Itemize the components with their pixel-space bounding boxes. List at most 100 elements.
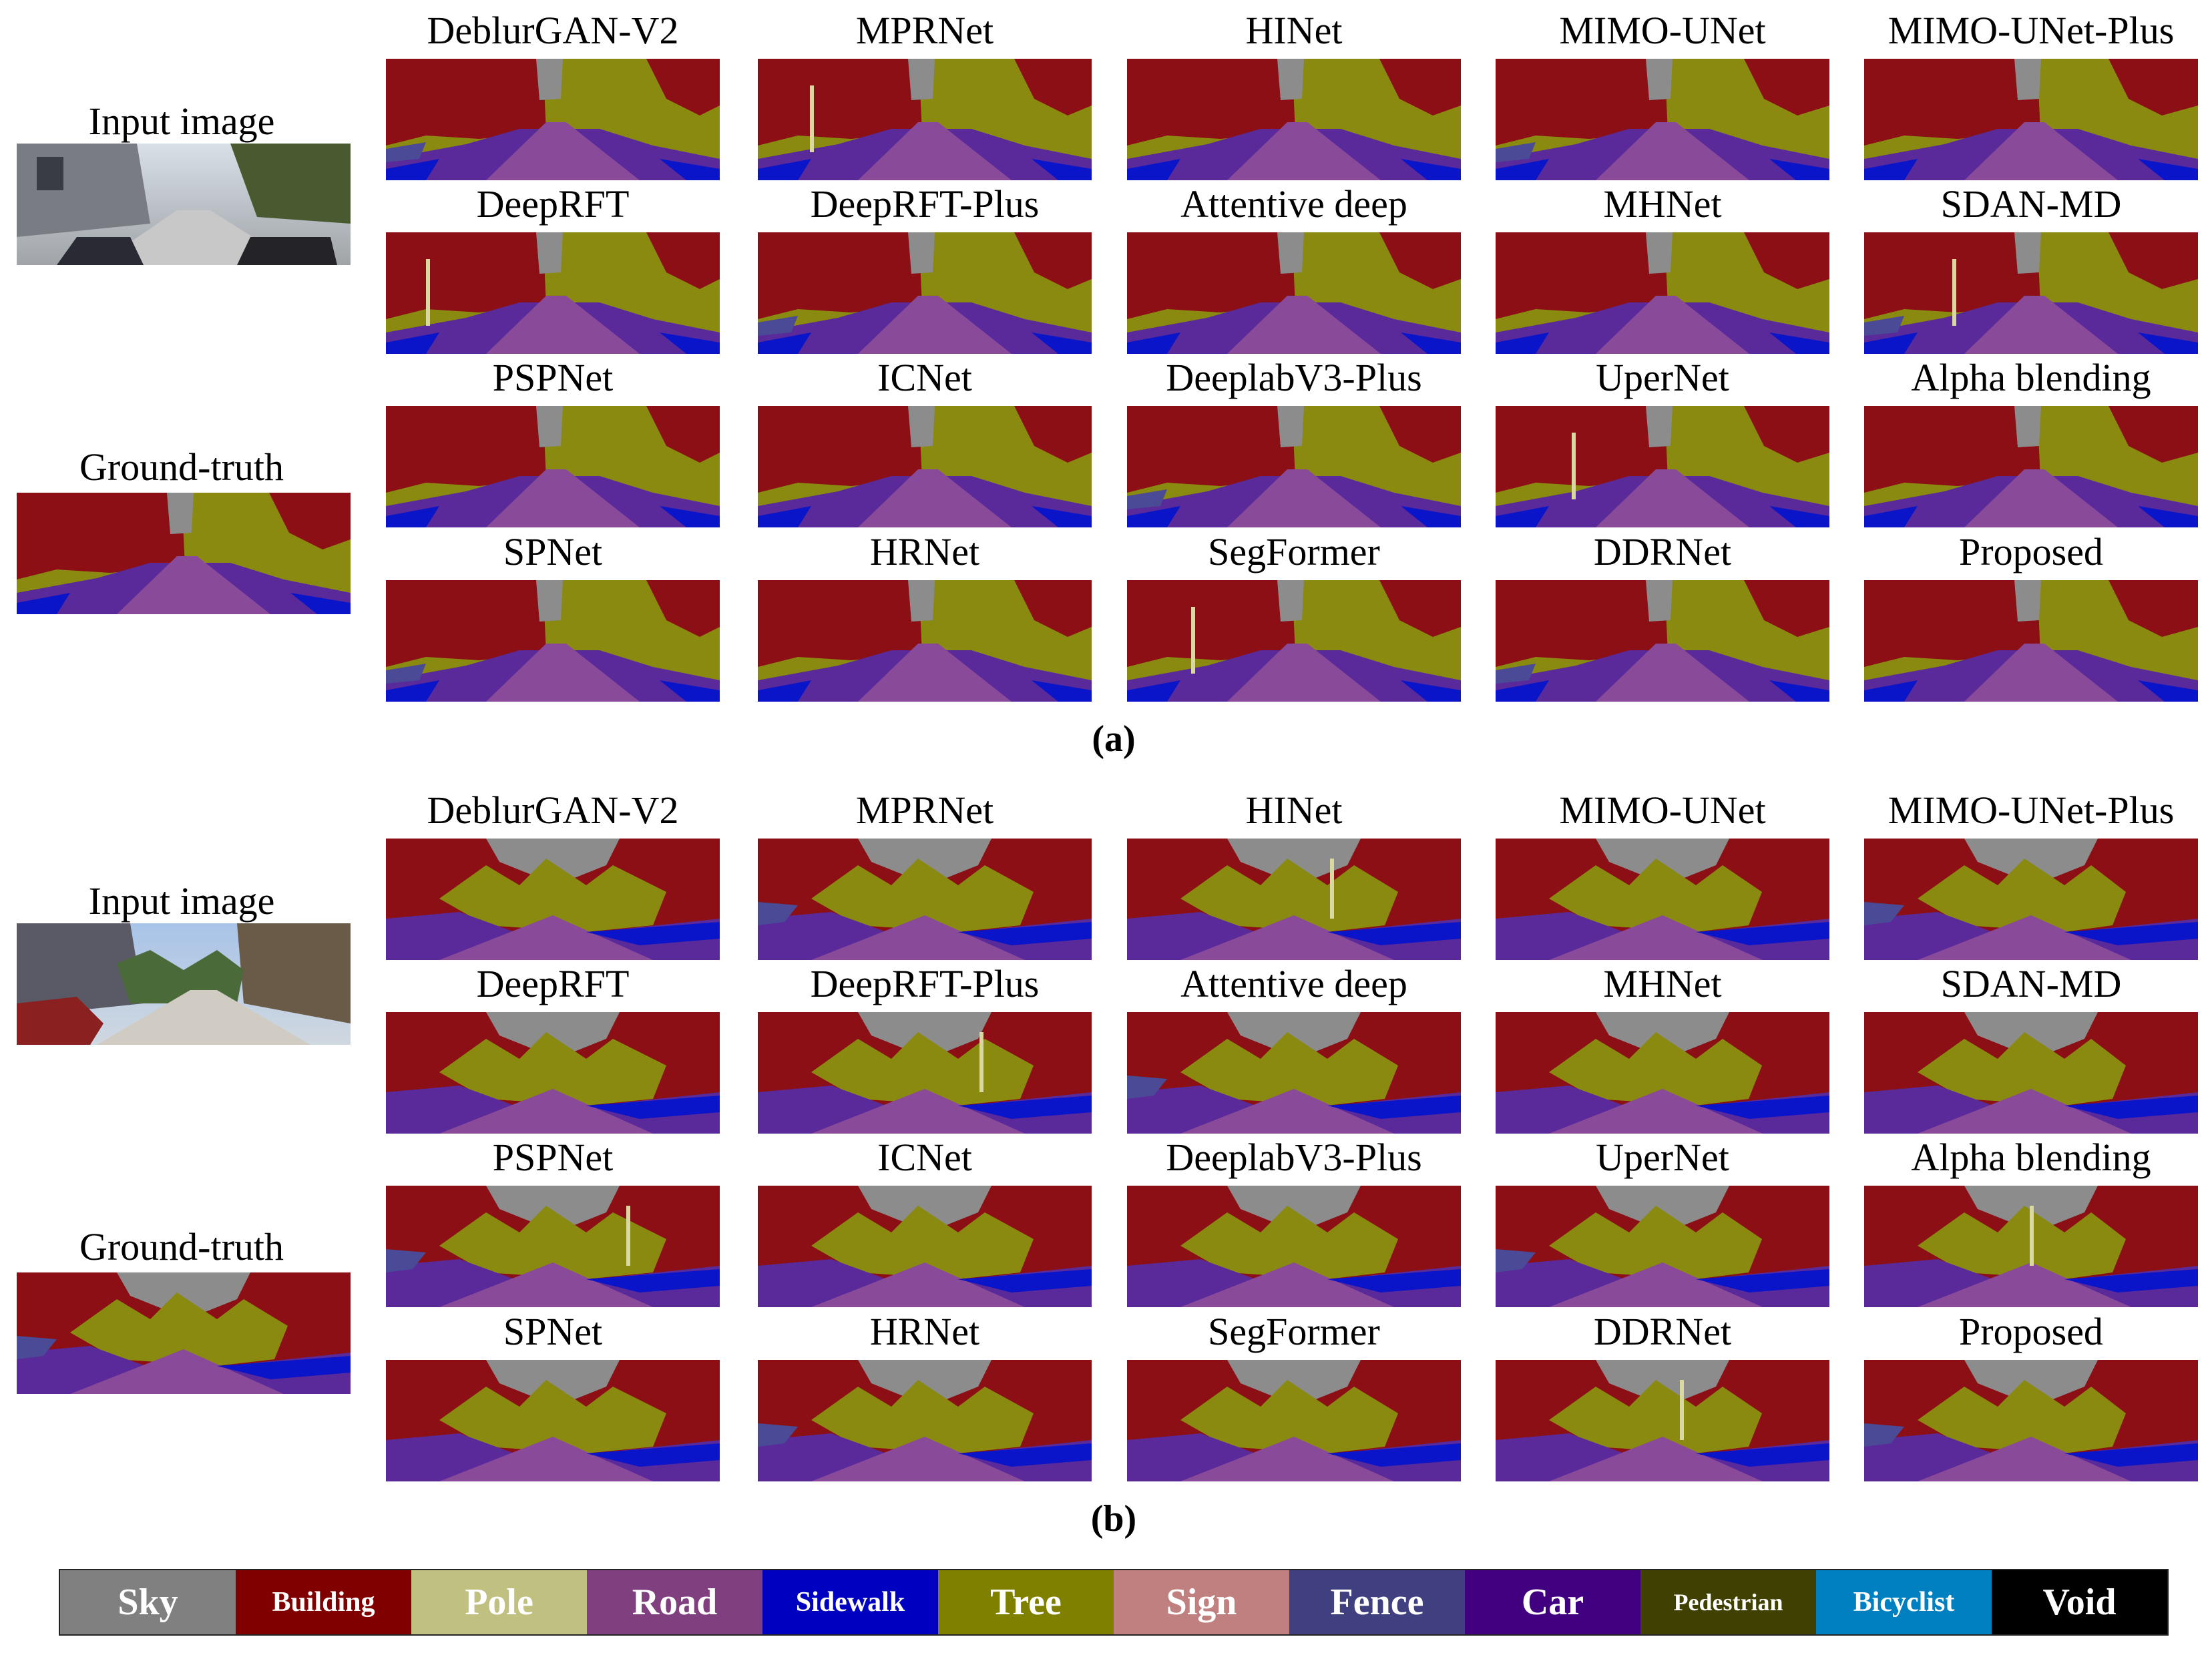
method-label: MHNet — [1603, 182, 1722, 226]
method-result-map — [1864, 59, 2198, 180]
method-result-map — [1127, 1186, 1461, 1307]
method-result — [1496, 232, 1829, 354]
method-result — [386, 580, 720, 702]
method-result — [1864, 1012, 2198, 1134]
method-result-map — [758, 1012, 1092, 1134]
input-image-map — [17, 923, 351, 1045]
method-result — [1864, 839, 2198, 960]
method-result — [1127, 1012, 1461, 1134]
method-result-map — [1496, 839, 1829, 960]
method-result — [1127, 580, 1461, 702]
method-result — [1496, 1186, 1829, 1307]
method-result-map — [386, 1360, 720, 1481]
method-result-map — [1127, 59, 1461, 180]
method-result-map — [1127, 1012, 1461, 1134]
method-result — [1127, 59, 1461, 180]
method-result — [1864, 1186, 2198, 1307]
method-result — [1864, 232, 2198, 354]
method-label: SegFormer — [1208, 1310, 1380, 1353]
method-label: DeblurGAN-V2 — [427, 788, 679, 832]
method-result-map — [1127, 580, 1461, 702]
method-result — [386, 1186, 720, 1307]
method-result — [1496, 580, 1829, 702]
class-color-legend: Sky Building Pole Road Sidewalk Tree Sign Fence… — [59, 1569, 2169, 1636]
method-result — [386, 1012, 720, 1134]
method-result-map — [386, 1012, 720, 1134]
legend-item-sidewalk: Sidewalk — [762, 1570, 938, 1634]
method-label: HINet — [1245, 9, 1343, 52]
method-result-map — [1864, 1360, 2198, 1481]
legend-item-bicyclist: Bicyclist — [1816, 1570, 1992, 1634]
method-label: ICNet — [877, 1136, 972, 1179]
input-image — [17, 923, 351, 1045]
method-label: Proposed — [1959, 530, 2103, 573]
method-result — [1127, 1186, 1461, 1307]
method-result-map — [1127, 232, 1461, 354]
method-label: SPNet — [503, 530, 603, 573]
legend-item-road: Road — [587, 1570, 762, 1634]
method-result — [1496, 1360, 1829, 1481]
method-result-map — [758, 839, 1092, 960]
method-result-map — [386, 232, 720, 354]
method-result-map — [1496, 59, 1829, 180]
legend-item-sky: Sky — [60, 1570, 236, 1634]
method-result-map — [758, 232, 1092, 354]
method-result-map — [1496, 1012, 1829, 1134]
legend-item-building: Building — [236, 1570, 411, 1634]
method-result-map — [1864, 1012, 2198, 1134]
method-result-map — [386, 1186, 720, 1307]
method-result-map — [1127, 839, 1461, 960]
input-image — [17, 144, 351, 265]
method-label: DeblurGAN-V2 — [427, 9, 679, 52]
method-result — [758, 1012, 1092, 1134]
method-label: SDAN-MD — [1940, 182, 2122, 226]
method-result-map — [1864, 839, 2198, 960]
method-result-map — [1864, 1186, 2198, 1307]
method-result — [1127, 406, 1461, 527]
method-label: Alpha blending — [1911, 1136, 2151, 1179]
method-result-map — [758, 1186, 1092, 1307]
method-result — [1864, 59, 2198, 180]
method-label: SDAN-MD — [1940, 962, 2122, 1005]
method-result-map — [1496, 232, 1829, 354]
method-result — [386, 59, 720, 180]
method-result — [1864, 406, 2198, 527]
method-label: SegFormer — [1208, 530, 1380, 573]
method-result-map — [1496, 406, 1829, 527]
method-label: DeeplabV3-Plus — [1166, 1136, 1422, 1179]
method-label: DDRNet — [1593, 530, 1732, 573]
method-label: DeepRFT — [476, 962, 630, 1005]
method-label: MIMO-UNet — [1559, 9, 1766, 52]
method-result-map — [1864, 580, 2198, 702]
legend-item-tree: Tree — [938, 1570, 1114, 1634]
method-result-map — [386, 839, 720, 960]
method-result-map — [1496, 1360, 1829, 1481]
ground-truth-label: Ground-truth — [79, 445, 284, 489]
ground-truth-image-map — [17, 493, 351, 614]
method-label: ICNet — [877, 356, 972, 399]
method-result — [1496, 839, 1829, 960]
method-label: UperNet — [1596, 1136, 1729, 1179]
panel-caption: (a) — [1092, 718, 1136, 760]
method-result-map — [1864, 406, 2198, 527]
method-result — [1496, 406, 1829, 527]
method-label: DeepRFT — [476, 182, 630, 226]
method-result-map — [1496, 580, 1829, 702]
method-result-map — [1127, 1360, 1461, 1481]
method-result — [1127, 839, 1461, 960]
method-result — [758, 232, 1092, 354]
method-result-map — [758, 406, 1092, 527]
legend-item-pedestrian: Pedestrian — [1640, 1570, 1816, 1634]
method-result — [758, 59, 1092, 180]
method-result — [1864, 580, 2198, 702]
method-result — [1496, 1012, 1829, 1134]
method-result — [1864, 1360, 2198, 1481]
method-label: HRNet — [869, 530, 980, 573]
method-result — [758, 1186, 1092, 1307]
method-result-map — [1864, 232, 2198, 354]
ground-truth-image-map — [17, 1272, 351, 1394]
method-result-map — [1127, 406, 1461, 527]
method-label: MPRNet — [855, 9, 994, 52]
method-label: DeepRFT-Plus — [810, 962, 1040, 1005]
